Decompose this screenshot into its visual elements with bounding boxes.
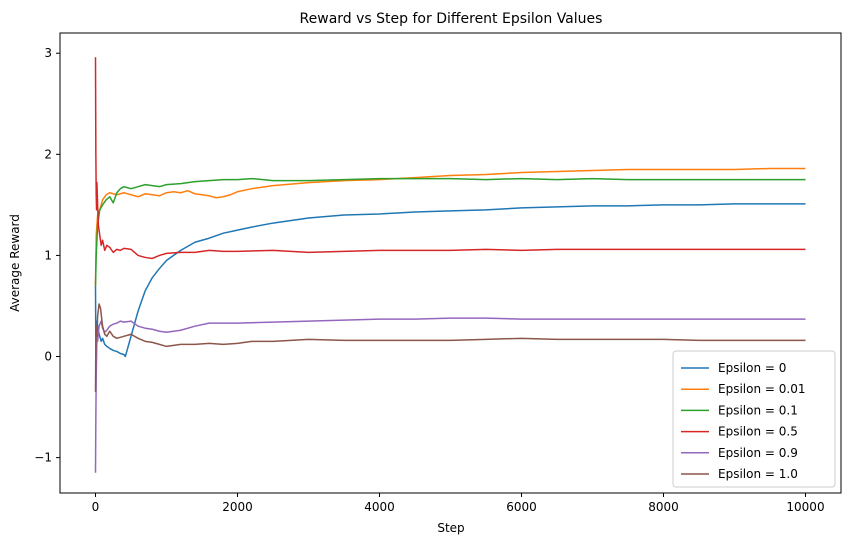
- legend: Epsilon = 0 Epsilon = 0.01 Epsilon = 0.1 Ep…: [672, 350, 836, 488]
- legend-label: Epsilon = 0.01: [718, 382, 805, 396]
- y-tick-label: 0: [44, 350, 52, 364]
- y-axis-label: Average Reward: [8, 214, 22, 312]
- x-tick-label: 2000: [222, 500, 253, 514]
- y-axis-ticks: −1 0 1 2 3: [34, 46, 60, 465]
- chart-title: Reward vs Step for Different Epsilon Val…: [300, 11, 603, 27]
- plot-area: [59, 32, 842, 494]
- series-lines: [94, 57, 806, 473]
- x-tick-label: 6000: [506, 500, 537, 514]
- x-tick-label: 10000: [786, 500, 824, 514]
- x-tick-label: 0: [92, 500, 100, 514]
- plot-frame: [59, 32, 842, 494]
- y-tick-label: −1: [34, 451, 52, 465]
- x-tick-label: 4000: [364, 500, 395, 514]
- legend-label: Epsilon = 0: [718, 361, 786, 375]
- x-axis-ticks: 0 2000 4000 6000 8000 10000: [92, 493, 825, 514]
- y-tick-label: 2: [44, 147, 52, 161]
- series-line-5: [94, 303, 806, 392]
- y-tick-label: 3: [44, 46, 52, 60]
- legend-label: Epsilon = 0.1: [718, 403, 798, 417]
- legend-label: Epsilon = 0.5: [718, 425, 798, 439]
- legend-label: Epsilon = 0.9: [718, 446, 798, 460]
- y-tick-label: 1: [44, 248, 52, 262]
- x-tick-label: 8000: [648, 500, 679, 514]
- legend-box: [672, 350, 836, 488]
- series-line-0: [94, 203, 806, 358]
- series-line-2: [94, 177, 806, 286]
- x-axis-label: Step: [437, 521, 464, 535]
- legend-label: Epsilon = 1.0: [718, 467, 798, 481]
- series-line-3: [94, 57, 806, 260]
